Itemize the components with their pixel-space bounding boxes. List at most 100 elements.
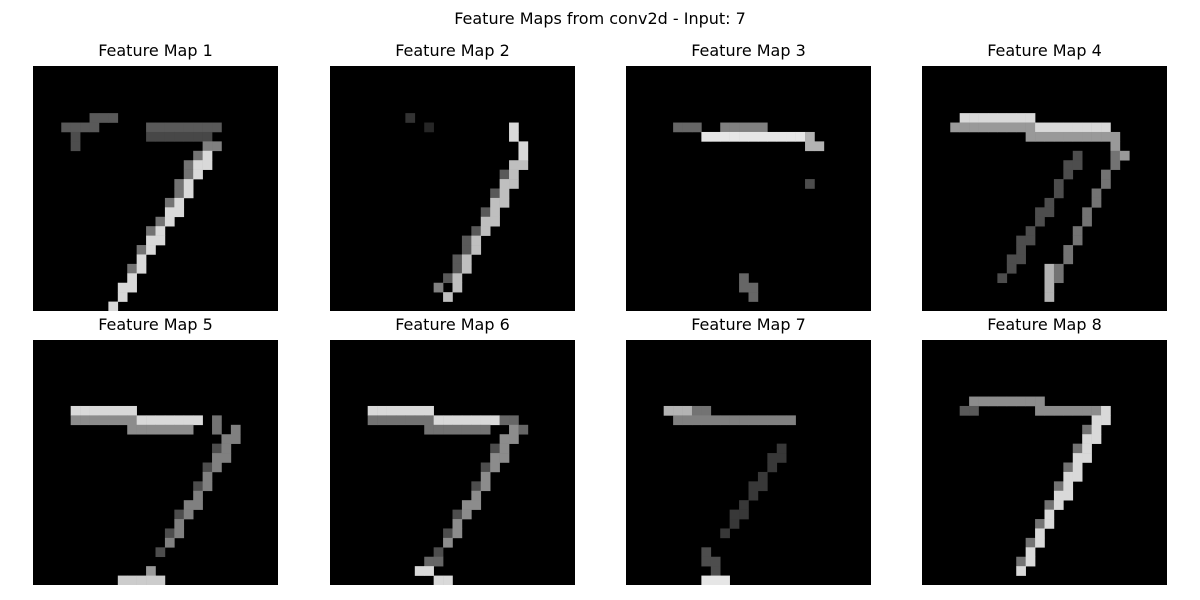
heatmap-cell xyxy=(1072,471,1083,482)
heatmap-cell xyxy=(414,415,425,426)
heatmap-cell xyxy=(98,405,109,416)
heatmap-cell xyxy=(1053,263,1064,274)
heatmap-cell xyxy=(480,216,491,227)
heatmap-cell xyxy=(814,141,825,152)
heatmap-cell xyxy=(1044,273,1055,284)
heatmap-cell xyxy=(183,169,194,180)
heatmap-cell xyxy=(443,575,453,585)
feature-map-image xyxy=(330,66,575,311)
heatmap-cell xyxy=(1025,122,1036,133)
heatmap-svg xyxy=(663,405,796,585)
heatmap-cell xyxy=(1072,150,1083,161)
heatmap-cell xyxy=(424,405,434,416)
heatmap-cell xyxy=(1101,405,1111,416)
heatmap-cell xyxy=(1110,141,1121,152)
heatmap-cell xyxy=(1044,292,1055,302)
heatmap-cell xyxy=(108,113,119,123)
feature-map-image xyxy=(922,66,1167,311)
heatmap-cell xyxy=(452,528,463,539)
heatmap-cell xyxy=(1025,235,1036,246)
heatmap-cell xyxy=(127,405,137,416)
heatmap-cell xyxy=(1082,216,1092,227)
heatmap-cell xyxy=(433,282,444,293)
feature-map-image xyxy=(33,340,278,585)
heatmap-cell xyxy=(1091,415,1102,426)
heatmap-cell xyxy=(518,160,529,170)
heatmap-cell xyxy=(80,122,90,133)
heatmap-cell xyxy=(1053,490,1064,501)
heatmap-cell xyxy=(767,453,778,463)
heatmap-cell xyxy=(776,415,787,426)
heatmap-cell xyxy=(720,415,730,426)
heatmap-cell xyxy=(146,235,156,246)
heatmap-cell xyxy=(471,500,482,510)
heatmap-cell xyxy=(509,424,519,435)
heatmap-cell xyxy=(795,131,806,142)
heatmap-cell xyxy=(1035,528,1045,539)
heatmap-cell xyxy=(1035,396,1045,407)
heatmap-cell xyxy=(682,405,693,416)
heatmap-cell xyxy=(997,122,1008,133)
heatmap-cell xyxy=(757,471,768,482)
feature-map-image xyxy=(33,66,278,311)
heatmap-cell xyxy=(183,415,194,426)
heatmap-cell xyxy=(729,509,740,520)
heatmap-cell xyxy=(212,453,222,463)
heatmap-cell xyxy=(1091,197,1102,208)
heatmap-cell xyxy=(720,131,730,142)
heatmap-cell xyxy=(108,415,119,426)
heatmap-cell xyxy=(509,179,519,189)
heatmap-cell xyxy=(480,481,491,492)
heatmap-cell xyxy=(1063,160,1074,170)
heatmap-cell xyxy=(1072,160,1083,170)
heatmap-cell xyxy=(212,141,222,152)
heatmap-cell xyxy=(202,122,213,133)
heatmap-cell xyxy=(978,113,989,123)
heatmap-cell xyxy=(424,122,434,133)
heatmap-cell xyxy=(729,519,740,529)
heatmap-cell xyxy=(518,424,529,435)
heatmap-cell xyxy=(959,122,970,133)
heatmap-cell xyxy=(221,434,232,444)
heatmap-cell xyxy=(424,556,434,567)
heatmap-cell xyxy=(509,160,519,170)
heatmap-cell xyxy=(1016,122,1026,133)
heatmap-cell xyxy=(155,424,166,435)
heatmap-cell xyxy=(805,141,815,152)
heatmap-cell xyxy=(1091,131,1102,142)
heatmap-cell xyxy=(221,443,232,454)
heatmap-cell xyxy=(691,415,702,426)
heatmap-cell xyxy=(98,415,109,426)
heatmap-cell xyxy=(433,556,444,567)
heatmap-cell xyxy=(480,471,491,482)
heatmap-cell xyxy=(1016,113,1026,123)
heatmap-cell xyxy=(1044,282,1055,293)
heatmap-cell xyxy=(1072,131,1083,142)
heatmap-cell xyxy=(471,245,482,255)
heatmap-svg xyxy=(61,113,222,311)
heatmap-cell xyxy=(1025,226,1036,236)
heatmap-cell xyxy=(1035,519,1045,529)
heatmap-cell xyxy=(969,396,979,407)
heatmap-cell xyxy=(1082,131,1092,142)
heatmap-cell xyxy=(490,443,500,454)
heatmap-cell xyxy=(987,122,998,133)
heatmap-cell xyxy=(701,575,712,585)
heatmap-cell xyxy=(1063,169,1074,180)
heatmap-cell xyxy=(757,131,768,142)
heatmap-cell xyxy=(748,292,759,302)
heatmap-cell xyxy=(193,415,203,426)
heatmap-cell xyxy=(155,131,166,142)
heatmap-cell xyxy=(499,179,510,189)
heatmap-cell xyxy=(1063,481,1074,492)
heatmap-cell xyxy=(1044,519,1055,529)
heatmap-cell xyxy=(89,122,100,133)
heatmap-cell xyxy=(471,235,482,246)
heatmap-cell xyxy=(1063,462,1074,473)
heatmap-cell xyxy=(461,415,472,426)
feature-map-title: Feature Map 6 xyxy=(395,315,510,334)
heatmap-cell xyxy=(164,131,175,142)
heatmap-cell xyxy=(405,405,416,416)
heatmap-cell xyxy=(452,263,463,274)
heatmap-cell xyxy=(70,141,81,152)
